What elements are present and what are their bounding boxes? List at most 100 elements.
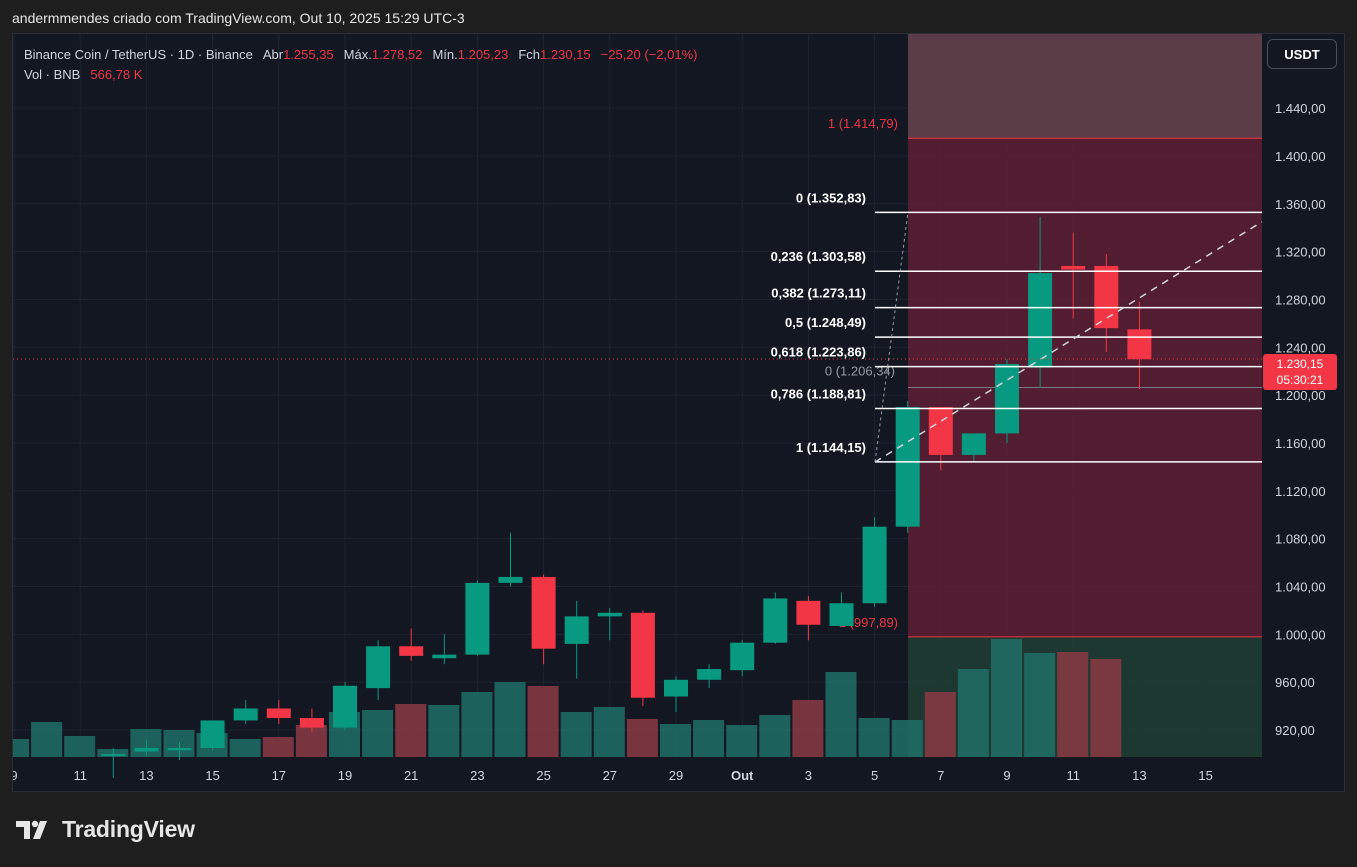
volume-bar bbox=[262, 737, 294, 757]
y-axis-label: 1.040,00 bbox=[1275, 579, 1326, 594]
y-axis-label: 1.240,00 bbox=[1275, 340, 1326, 355]
x-axis-label: 5 bbox=[871, 768, 878, 783]
candle-body bbox=[299, 718, 324, 728]
fib-level-label: 0,5 (1.248,49) bbox=[785, 315, 866, 330]
price-chart[interactable]: 1 (1.414,79)-1 (997,89)0 (1.206,34)0 (1.… bbox=[13, 34, 1345, 792]
volume-bar bbox=[693, 720, 725, 757]
high-label: Máx. bbox=[343, 47, 372, 62]
volume-bar bbox=[395, 704, 427, 757]
x-axis-label: 11 bbox=[73, 768, 87, 783]
candle-body bbox=[366, 646, 391, 689]
candle-body bbox=[101, 753, 126, 756]
entry-label: 0 (1.206,34) bbox=[825, 364, 895, 379]
x-axis-label: 15 bbox=[1198, 768, 1212, 783]
candle-body bbox=[564, 616, 589, 644]
volume-bar bbox=[1090, 659, 1122, 757]
y-axis-label: 1.200,00 bbox=[1275, 388, 1326, 403]
chart-panel[interactable]: 1 (1.414,79) -1 (997,89) 0 (1.206,34) 0 (1.… bbox=[12, 33, 1345, 792]
chart-caption: andermmendes criado com TradingView.com,… bbox=[12, 10, 465, 26]
candle-body bbox=[630, 612, 655, 698]
volume-bar bbox=[1057, 652, 1089, 757]
volume-bar bbox=[593, 707, 625, 757]
candle-body bbox=[399, 646, 424, 656]
x-axis-label: 17 bbox=[272, 768, 286, 783]
candle-body bbox=[664, 679, 688, 697]
y-axis-label: 1.440,00 bbox=[1275, 101, 1326, 116]
x-axis-label: 21 bbox=[404, 768, 418, 783]
ohlc-row: Binance Coin / TetherUS · 1D · Binance A… bbox=[24, 45, 698, 65]
volume-label[interactable]: Vol · BNB bbox=[24, 67, 81, 82]
y-axis-label: 1.280,00 bbox=[1275, 292, 1326, 307]
volume-value: 566,78 K bbox=[90, 67, 143, 82]
last-price-value: 1.230,15 bbox=[1276, 357, 1324, 371]
candle-body bbox=[333, 685, 357, 728]
candle-body bbox=[862, 526, 887, 604]
candle-body bbox=[1061, 265, 1086, 270]
volume-bar bbox=[660, 724, 691, 757]
target-label: 1 (1.414,79) bbox=[828, 116, 898, 131]
y-axis-label: 960,00 bbox=[1275, 675, 1315, 690]
x-axis-label: 11 bbox=[1066, 768, 1080, 783]
trend-line bbox=[874, 221, 1263, 463]
brand: TradingView bbox=[16, 816, 195, 843]
x-axis-label: 27 bbox=[603, 768, 617, 783]
candle-body bbox=[961, 433, 986, 455]
volume-bar bbox=[957, 669, 989, 757]
candle-body bbox=[895, 407, 920, 527]
x-axis-label: 13 bbox=[1132, 768, 1146, 783]
volume-bar bbox=[759, 715, 791, 757]
candle-body bbox=[1094, 265, 1119, 329]
volume-bar bbox=[461, 692, 493, 757]
x-axis-label: 9 bbox=[1003, 768, 1010, 783]
chart-legend: Binance Coin / TetherUS · 1D · Binance A… bbox=[24, 45, 698, 85]
candle-body bbox=[134, 747, 159, 752]
candle-body bbox=[167, 747, 192, 751]
symbol-title[interactable]: Binance Coin / TetherUS · 1D · Binance bbox=[24, 47, 253, 62]
x-axis-label: 29 bbox=[669, 768, 683, 783]
bar-countdown: 05:30:21 bbox=[1276, 373, 1324, 387]
volume-bar bbox=[229, 739, 261, 757]
open-label: Abr bbox=[262, 47, 284, 62]
volume-bar bbox=[792, 700, 824, 757]
x-axis-label: 15 bbox=[205, 768, 219, 783]
currency-button[interactable]: USDT bbox=[1267, 39, 1337, 69]
candle-body bbox=[730, 642, 755, 671]
x-axis-label: 23 bbox=[470, 768, 484, 783]
candle-body bbox=[995, 364, 1019, 434]
candle-body bbox=[432, 654, 457, 659]
fib-level-label: 0,382 (1.273,11) bbox=[771, 286, 866, 301]
candle-body bbox=[796, 600, 821, 625]
high-value: 1.278,52 bbox=[371, 47, 423, 62]
fib-level-label: 0,618 (1.223,86) bbox=[771, 345, 866, 360]
volume-bar bbox=[494, 682, 526, 757]
x-axis-label: 25 bbox=[536, 768, 550, 783]
candle-body bbox=[233, 708, 258, 721]
candle-body bbox=[928, 407, 953, 455]
candle-body bbox=[1127, 329, 1152, 360]
candle-body bbox=[697, 669, 722, 680]
close-value: 1.230,15 bbox=[540, 47, 591, 62]
open-value: 1.255,35 bbox=[283, 47, 334, 62]
volume-bar bbox=[726, 725, 758, 757]
y-axis-label: 1.120,00 bbox=[1275, 484, 1326, 499]
volume-bar bbox=[64, 736, 96, 757]
volume-bar bbox=[31, 722, 63, 757]
volume-bar bbox=[527, 686, 559, 757]
candle-body bbox=[829, 603, 854, 626]
volume-bar bbox=[428, 705, 460, 757]
volume-row: Vol · BNB 566,78 K bbox=[24, 65, 698, 85]
candle-body bbox=[763, 598, 788, 643]
fib-level-label: 0 (1.352,83) bbox=[796, 190, 866, 205]
candle-body bbox=[200, 720, 225, 748]
change-value: −25,20 (−2,01%) bbox=[600, 47, 698, 62]
volume-bar bbox=[560, 712, 592, 757]
y-axis-label: 1.400,00 bbox=[1275, 149, 1326, 164]
x-axis-label: 13 bbox=[139, 768, 153, 783]
candle-body bbox=[498, 576, 523, 583]
y-axis-label: 1.080,00 bbox=[1275, 532, 1326, 547]
volume-bar bbox=[825, 672, 857, 757]
candle-body bbox=[531, 576, 556, 649]
x-axis-label: Out bbox=[731, 768, 754, 783]
tradingview-logo-icon bbox=[16, 820, 47, 839]
fib-level-label: 0,236 (1.303,58) bbox=[771, 249, 866, 264]
